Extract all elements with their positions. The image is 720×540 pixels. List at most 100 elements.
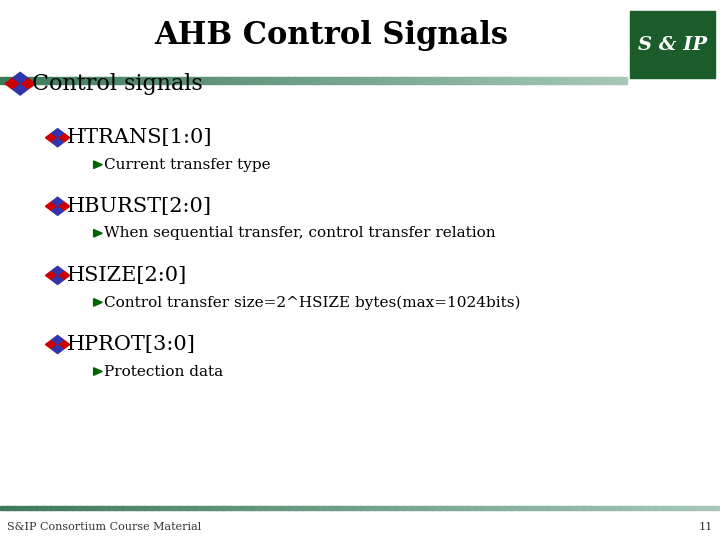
- Polygon shape: [94, 230, 102, 237]
- Bar: [276, 77, 282, 84]
- Bar: [29, 506, 37, 510]
- Bar: [294, 77, 302, 84]
- Bar: [508, 77, 514, 84]
- Bar: [595, 77, 602, 84]
- Bar: [169, 77, 176, 84]
- Bar: [7, 506, 15, 510]
- Polygon shape: [5, 78, 19, 89]
- Bar: [200, 77, 207, 84]
- Polygon shape: [58, 202, 70, 211]
- Bar: [357, 77, 364, 84]
- Polygon shape: [45, 202, 57, 211]
- Bar: [389, 506, 397, 510]
- Bar: [163, 77, 170, 84]
- Polygon shape: [52, 335, 63, 344]
- Bar: [612, 506, 620, 510]
- Bar: [608, 77, 615, 84]
- Bar: [545, 77, 552, 84]
- Bar: [351, 77, 358, 84]
- Bar: [677, 506, 685, 510]
- Bar: [396, 506, 404, 510]
- Bar: [425, 506, 433, 510]
- Polygon shape: [52, 138, 63, 147]
- Bar: [301, 77, 307, 84]
- Bar: [37, 77, 45, 84]
- Bar: [122, 506, 130, 510]
- Text: S & IP: S & IP: [638, 36, 707, 53]
- Bar: [69, 77, 76, 84]
- Bar: [489, 77, 495, 84]
- Bar: [307, 77, 314, 84]
- Bar: [482, 77, 490, 84]
- Bar: [320, 77, 326, 84]
- Polygon shape: [58, 271, 70, 280]
- Bar: [557, 77, 564, 84]
- Polygon shape: [52, 276, 63, 285]
- Bar: [232, 77, 239, 84]
- Text: S&IP Consortium Course Material: S&IP Consortium Course Material: [7, 522, 202, 531]
- Bar: [501, 77, 508, 84]
- Bar: [44, 77, 51, 84]
- Polygon shape: [94, 299, 102, 306]
- Bar: [684, 506, 692, 510]
- Text: Control transfer size=2^HSIZE bytes(max=1024bits): Control transfer size=2^HSIZE bytes(max=…: [104, 295, 521, 309]
- Bar: [216, 506, 224, 510]
- Bar: [331, 506, 339, 510]
- Bar: [58, 506, 66, 510]
- Bar: [605, 506, 613, 510]
- Bar: [408, 77, 414, 84]
- Bar: [601, 77, 608, 84]
- Bar: [50, 77, 57, 84]
- Bar: [213, 77, 220, 84]
- Bar: [194, 77, 201, 84]
- Bar: [151, 506, 159, 510]
- Bar: [43, 506, 51, 510]
- Bar: [554, 506, 562, 510]
- Bar: [0, 506, 8, 510]
- Bar: [132, 77, 138, 84]
- Bar: [641, 506, 649, 510]
- Bar: [0, 77, 7, 84]
- Bar: [79, 506, 87, 510]
- Bar: [360, 506, 368, 510]
- Bar: [158, 506, 166, 510]
- Polygon shape: [21, 78, 35, 89]
- Text: HSIZE[2:0]: HSIZE[2:0]: [67, 266, 187, 285]
- Bar: [94, 506, 102, 510]
- Polygon shape: [45, 271, 57, 280]
- Bar: [552, 77, 558, 84]
- Bar: [50, 506, 58, 510]
- Bar: [144, 506, 152, 510]
- Bar: [188, 77, 195, 84]
- Bar: [107, 77, 114, 84]
- Bar: [173, 506, 181, 510]
- Bar: [648, 506, 656, 510]
- Bar: [539, 77, 546, 84]
- Bar: [325, 77, 333, 84]
- Text: 11: 11: [698, 522, 713, 531]
- Bar: [540, 506, 548, 510]
- Bar: [513, 77, 521, 84]
- Bar: [662, 506, 670, 510]
- Bar: [376, 77, 383, 84]
- Text: HBURST[2:0]: HBURST[2:0]: [67, 197, 212, 216]
- Bar: [706, 506, 714, 510]
- Bar: [108, 506, 116, 510]
- Polygon shape: [13, 72, 27, 83]
- Polygon shape: [52, 129, 63, 137]
- Bar: [367, 506, 375, 510]
- Bar: [94, 77, 101, 84]
- Polygon shape: [94, 368, 102, 375]
- Bar: [263, 77, 270, 84]
- Bar: [346, 506, 354, 510]
- Bar: [369, 77, 377, 84]
- Bar: [619, 506, 627, 510]
- Bar: [317, 506, 325, 510]
- Text: AHB Control Signals: AHB Control Signals: [154, 20, 508, 51]
- Bar: [113, 77, 120, 84]
- Bar: [532, 77, 539, 84]
- Bar: [244, 77, 251, 84]
- Bar: [495, 77, 502, 84]
- Bar: [75, 77, 82, 84]
- Bar: [446, 506, 454, 510]
